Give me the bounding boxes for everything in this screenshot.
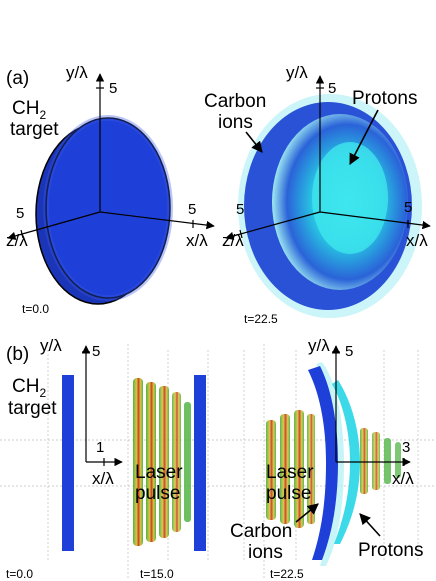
panel-a-left-z-tick: 5 <box>16 205 24 222</box>
panel-b-y-axis-label: y/λ <box>40 336 62 355</box>
panel-a-left-y-tick: 5 <box>109 80 117 97</box>
panel-b-frame1-axes <box>81 345 123 467</box>
panel-a-right-z-tick: 5 <box>236 201 244 218</box>
panel-a-right-y-tick: 5 <box>328 80 336 97</box>
panel-b-x-tick-left: 1 <box>96 439 104 456</box>
panel-b-y-tick-right: 5 <box>345 343 353 360</box>
panel-a-right-cloud <box>238 94 422 318</box>
panel-b-y-axis-label-right: y/λ <box>308 336 330 355</box>
panel-b-frame1-target-slab <box>62 375 74 551</box>
panel-b-frame3-axes <box>331 345 411 467</box>
panel-b-time-3: t=22.5 <box>270 567 304 581</box>
panel-b-laser-label-line2-right: pulse <box>266 483 311 504</box>
panel-a-left-z-axis-label: z/λ <box>6 231 28 250</box>
panel-a-left-x-axis-label: x/λ <box>186 231 208 250</box>
panel-a-right-protons-label: Protons <box>352 88 417 109</box>
panel-b-frame3-ion-sheath <box>308 362 360 566</box>
panel-a-right-carbon-arrow <box>245 131 263 153</box>
panel-b-x-axis-label-left: x/λ <box>92 469 114 488</box>
panel-a-left-y-axis-label: y/λ <box>66 63 88 82</box>
panel-a-right-x-tick: 5 <box>404 199 412 216</box>
panel-a-label: (a) <box>6 68 29 89</box>
panel-b-time-2: t=15.0 <box>140 567 174 581</box>
panel-a-right-time: t=22.5 <box>244 312 278 326</box>
panel-a-left-target-label-line1: CH2 <box>12 98 46 122</box>
panel-b-frame3-laser-pulse <box>266 410 315 528</box>
panel-a-left-time: t=0.0 <box>22 302 49 316</box>
panel-b-protons-label: Protons <box>358 540 423 561</box>
panel-a-right-y-axis-label: y/λ <box>286 63 308 82</box>
panel-b-y-tick: 5 <box>92 343 100 360</box>
panel-a-left-x-tick: 5 <box>188 201 196 218</box>
panel-a-left-target-label-line2: target <box>10 119 59 140</box>
panel-b-carbon-label-line2: ions <box>248 542 283 563</box>
panel-b-label: (b) <box>6 344 29 365</box>
panel-b-frame2-target-slab <box>194 375 206 551</box>
panel-b-laser-label-line1: Laser <box>135 462 183 483</box>
panel-b-frame2-laser-pulse <box>133 378 191 546</box>
panel-a-right-axes <box>225 75 431 241</box>
panel-a-right-carbon-label-line2: ions <box>218 112 253 133</box>
panel-a-right-carbon-label-line1: Carbon <box>204 91 266 112</box>
panel-b-carbon-arrow <box>295 503 319 523</box>
panel-b-target-label-line2: target <box>8 398 57 419</box>
panel-b-time-1: t=0.0 <box>6 567 33 581</box>
panel-b-laser-label-line2: pulse <box>135 483 180 504</box>
panel-b-carbon-label-line1: Carbon <box>230 521 292 542</box>
panel-b-protons-arrow <box>359 513 381 537</box>
panel-a-right-x-axis-label: x/λ <box>406 231 428 250</box>
panel-b-frame3-transmitted-wave <box>360 428 401 494</box>
panel-a-right-protons-arrow <box>349 109 379 165</box>
panel-a-left-disk <box>35 115 173 305</box>
panel-a-right-z-axis-label: z/λ <box>222 231 244 250</box>
panel-b-laser-label-line1-right: Laser <box>266 462 314 483</box>
panel-b-target-label-line1: CH2 <box>12 376 46 400</box>
panel-b-x-tick-right: 3 <box>402 439 410 456</box>
panel-a-left-axes <box>7 73 215 240</box>
panel-b-x-axis-label-right: x/λ <box>392 469 414 488</box>
